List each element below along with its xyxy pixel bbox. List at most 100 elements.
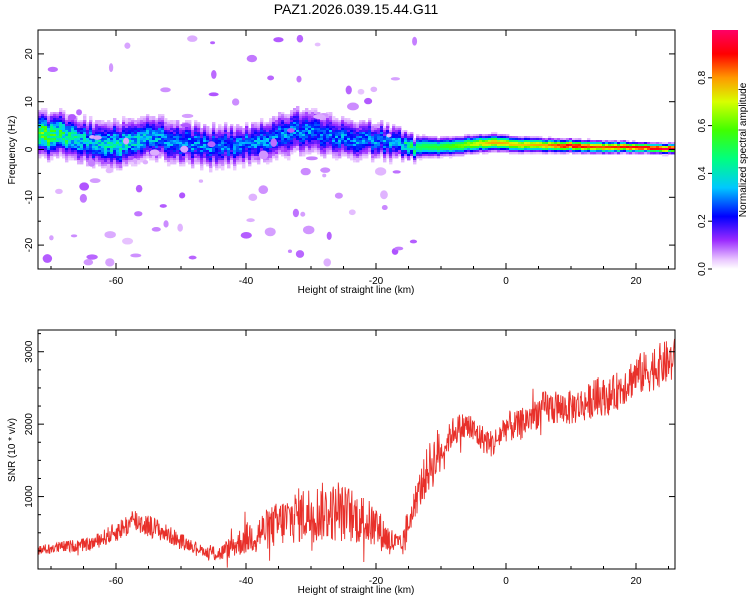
heatmap-cell xyxy=(224,150,228,153)
heatmap-cell xyxy=(329,122,333,125)
heatmap-cell xyxy=(89,124,93,127)
heatmap-cell xyxy=(227,166,231,169)
heatmap-cell xyxy=(161,138,165,141)
heatmap-cell xyxy=(374,140,378,143)
heatmap-cell xyxy=(473,150,477,153)
heatmap-cell xyxy=(131,128,135,131)
heatmap-cell xyxy=(422,156,426,159)
heatmap-cell xyxy=(206,156,210,159)
heatmap-cell xyxy=(203,152,207,155)
heatmap-cell xyxy=(41,116,45,119)
heatmap-cell xyxy=(338,120,342,123)
heatmap-cell xyxy=(194,146,198,149)
heatmap-cell xyxy=(107,152,111,155)
heatmap-cell xyxy=(224,124,228,127)
heatmap-cell xyxy=(509,136,513,139)
heatmap-cell xyxy=(224,144,228,147)
heatmap-cell xyxy=(161,126,165,129)
heatmap-cell xyxy=(218,128,222,131)
heatmap-cell xyxy=(257,132,261,135)
heatmap-cell xyxy=(137,156,141,159)
heatmap-cell xyxy=(524,144,528,147)
heatmap-cell xyxy=(353,124,357,127)
heatmap-cell xyxy=(344,130,348,133)
heatmap-cell xyxy=(146,124,150,127)
heatmap-cell xyxy=(560,150,564,153)
heatmap-cell xyxy=(38,130,42,133)
heatmap-cell xyxy=(374,154,378,157)
heatmap-cell xyxy=(536,150,540,153)
heatmap-cell xyxy=(503,136,507,139)
heatmap-cell xyxy=(56,134,60,137)
heatmap-cell xyxy=(101,126,105,129)
heatmap-cell xyxy=(473,142,477,145)
heatmap-cell xyxy=(131,154,135,157)
heatmap-cell xyxy=(326,130,330,133)
heatmap-cell xyxy=(89,154,93,157)
heatmap-cell xyxy=(131,140,135,143)
heatmap-cell xyxy=(236,146,240,149)
heatmap-cell xyxy=(431,136,435,139)
heatmap-cell xyxy=(596,148,600,151)
heatmap-cell xyxy=(488,150,492,153)
heatmap-cell xyxy=(323,118,327,121)
heatmap-cell xyxy=(233,158,237,161)
heatmap-cell xyxy=(410,136,414,139)
heatmap-cell xyxy=(653,146,657,149)
heatmap-cell xyxy=(452,138,456,141)
heatmap-cell xyxy=(407,132,411,135)
heatmap-cell xyxy=(422,138,426,141)
heatmap-cell xyxy=(443,146,447,149)
heatmap-cell xyxy=(593,142,597,145)
heatmap-cell xyxy=(344,144,348,147)
heatmap-cell xyxy=(44,128,48,131)
heatmap-cell xyxy=(380,120,384,123)
heatmap-cell xyxy=(59,142,63,145)
heatmap-cell xyxy=(197,122,201,125)
heatmap-cell xyxy=(338,138,342,141)
heatmap-cell xyxy=(536,136,540,139)
heatmap-cell xyxy=(407,136,411,139)
heatmap-cell xyxy=(47,148,51,151)
heatmap-cell xyxy=(470,136,474,139)
heatmap-cell xyxy=(392,126,396,129)
heatmap-cell xyxy=(350,156,354,159)
heatmap-cell xyxy=(215,154,219,157)
heatmap-cell xyxy=(116,136,120,139)
heatmap-cell xyxy=(419,142,423,145)
heatmap-cell xyxy=(479,146,483,149)
heatmap-cell xyxy=(503,142,507,145)
heatmap-cell xyxy=(104,122,108,125)
heatmap-cell xyxy=(113,136,117,139)
heatmap-cell xyxy=(209,134,213,137)
heatmap-cell xyxy=(95,158,99,161)
heatmap-cell xyxy=(62,132,66,135)
heatmap-cell xyxy=(635,152,639,155)
heatmap-cell xyxy=(209,156,213,159)
heatmap-cell xyxy=(167,124,171,127)
heatmap-cell xyxy=(653,144,657,147)
heatmap-cell xyxy=(173,154,177,157)
heatmap-cell xyxy=(476,136,480,139)
heatmap-cell xyxy=(602,142,606,145)
heatmap-cell xyxy=(50,144,54,147)
heatmap-cell xyxy=(65,132,69,135)
heatmap-cell xyxy=(137,118,141,121)
heatmap-cell xyxy=(530,148,534,151)
heatmap-cell xyxy=(308,136,312,139)
heatmap-cell xyxy=(122,156,126,159)
heatmap-cell xyxy=(662,150,666,153)
heatmap-cell xyxy=(413,152,417,155)
heatmap-cell xyxy=(254,136,258,139)
heatmap-cell xyxy=(134,126,138,129)
heatmap-cell xyxy=(407,158,411,161)
heatmap-cell xyxy=(80,154,84,157)
heatmap-cell xyxy=(257,152,261,155)
heatmap-cell xyxy=(389,154,393,157)
heatmap-cell xyxy=(59,140,63,143)
heatmap-cell xyxy=(470,144,474,147)
heatmap-cell xyxy=(131,162,135,165)
heatmap-cell xyxy=(416,136,420,139)
heatmap-cell xyxy=(413,138,417,141)
heatmap-cell xyxy=(389,132,393,135)
